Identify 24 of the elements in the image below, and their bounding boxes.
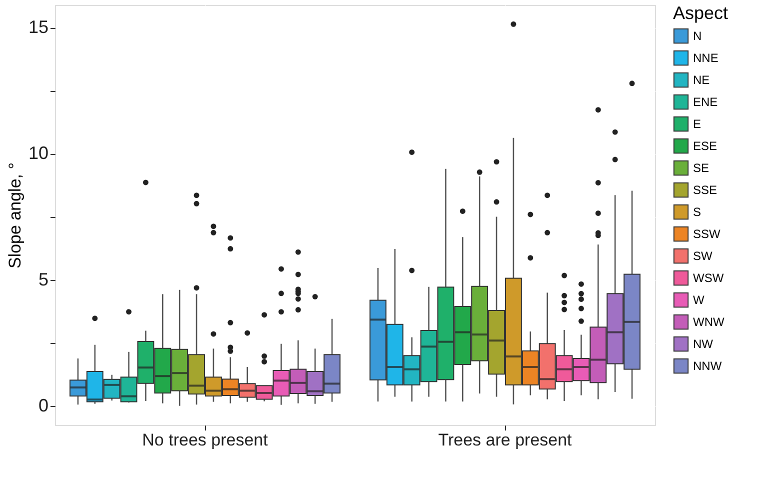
y-tick-label: 5: [38, 269, 48, 290]
x-tick-label: No trees present: [142, 430, 268, 450]
legend-label: WNW: [693, 315, 725, 329]
legend-label: NNE: [693, 51, 718, 65]
legend-label: W: [693, 293, 705, 307]
legend-title: Aspect: [673, 3, 728, 23]
legend-label: NW: [693, 337, 714, 351]
legend-label: N: [693, 29, 702, 43]
legend-label: SSW: [693, 227, 722, 241]
legend-label: S: [693, 205, 702, 219]
y-axis-title: Slope angle, °: [5, 162, 24, 269]
legend-label: NE: [693, 73, 710, 87]
legend-label: WSW: [693, 271, 724, 285]
y-tick-label: 10: [28, 143, 48, 164]
legend-label: ENE: [693, 95, 718, 109]
legend-label: SSE: [693, 183, 718, 197]
x-tick-label: Trees are present: [438, 430, 572, 450]
legend-label: NNW: [693, 359, 722, 373]
legend-label: ESE: [693, 139, 718, 153]
legend-label: SW: [693, 249, 714, 263]
y-tick-label: 15: [28, 17, 48, 38]
y-tick-label: 0: [38, 395, 48, 416]
legend-label: E: [693, 117, 702, 131]
legend-label: SE: [693, 161, 710, 175]
